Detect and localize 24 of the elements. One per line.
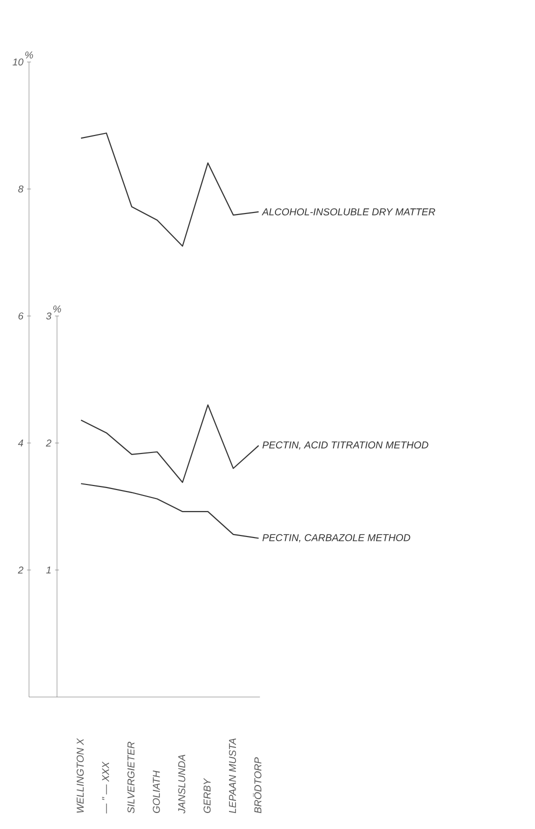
- y-tick-label: 2: [18, 566, 24, 574]
- y2-tick-label: 3: [46, 312, 52, 320]
- y-tick-label: 10: [12, 58, 24, 66]
- y2-tick-label: 1: [46, 566, 51, 574]
- x-tick-label: — " — XXX: [102, 761, 110, 814]
- series-label: ALCOHOL-INSOLUBLE DRY MATTER: [262, 208, 436, 216]
- series-label: PECTIN, ACID TITRATION METHOD: [262, 441, 428, 450]
- y-tick-label: 8: [18, 185, 24, 193]
- x-tick-label: JANSLUNDA: [178, 754, 186, 814]
- y-tick-label: 4: [18, 440, 24, 446]
- y2-tick-label: 2: [46, 440, 52, 446]
- x-tick-label: GERBY: [204, 778, 211, 813]
- y2-axis-title: %: [53, 306, 62, 312]
- series-label: PECTIN, CARBAZOLE METHOD: [262, 534, 410, 542]
- y-tick-label: 6: [18, 312, 24, 320]
- line-series: [80, 132, 260, 247]
- x-tick-label: SILVERGIETER: [127, 742, 134, 814]
- line-series: [80, 404, 260, 483]
- line-series: [80, 483, 260, 539]
- x-tick-label: GOLIATH: [152, 770, 160, 813]
- x-tick-label: LEPAAN MUSTA: [228, 738, 236, 814]
- x-tick-label: BRÖDTORP: [252, 757, 262, 814]
- x-tick-label: WELLINGTON X: [76, 738, 84, 813]
- y-axis-title: %: [25, 51, 34, 58]
